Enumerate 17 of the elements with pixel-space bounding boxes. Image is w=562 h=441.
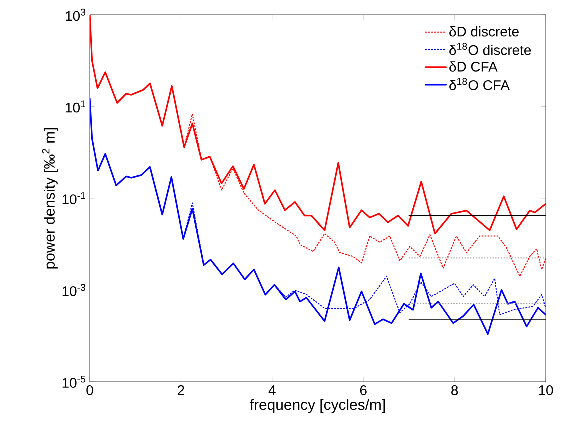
x-tick-label: 4 — [268, 386, 276, 396]
legend-label: δ$^{18}$O discrete — [450, 43, 532, 56]
y-tick-label: 10$^{1}$ — [66, 100, 86, 113]
x-tick-label: 2 — [178, 386, 184, 396]
y-tick-label: 10$^{-1}$ — [62, 192, 86, 205]
x-tick-label: 10 — [539, 386, 554, 396]
y-tick-label: 10$^{3}$ — [66, 8, 86, 22]
legend-label: δD discrete — [450, 26, 519, 37]
legend-label: δD CFA — [450, 62, 498, 72]
y-tick-label: 10$^{-5}$ — [62, 376, 86, 388]
y-axis-title: power density [‰$^{2}$ m] — [42, 128, 58, 269]
legend-label: δ$^{18}$O CFA — [450, 78, 510, 90]
x-axis-title: frequency [cycles/m] — [250, 399, 386, 414]
x-tick-label: 8 — [452, 386, 458, 396]
y-tick-label: 10$^{-3}$ — [62, 284, 86, 296]
x-tick-label: 6 — [360, 386, 367, 396]
x-tick-label: 0 — [86, 386, 94, 396]
